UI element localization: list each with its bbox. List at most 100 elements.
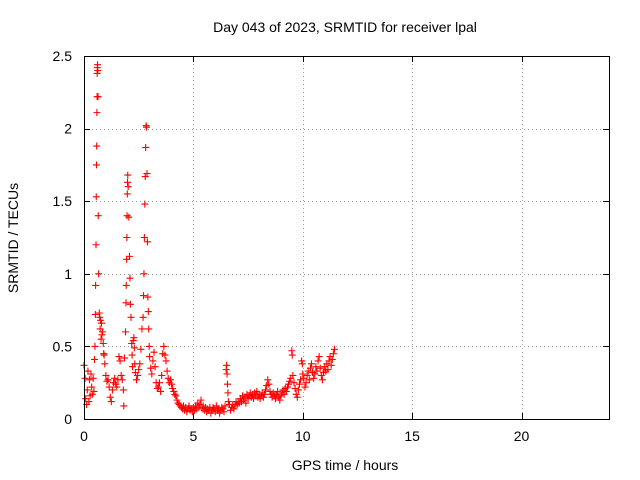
- data-point: [313, 367, 321, 375]
- data-point: [327, 361, 335, 369]
- data-point: [266, 387, 274, 395]
- data-point: [144, 293, 152, 301]
- y-tick-label: 0.5: [53, 338, 73, 354]
- data-point: [282, 387, 290, 395]
- data-point: [269, 389, 277, 397]
- data-point: [303, 371, 311, 379]
- data-point: [124, 171, 132, 179]
- data-point: [134, 371, 142, 379]
- data-point: [92, 161, 100, 169]
- data-point: [92, 281, 100, 289]
- data-point: [216, 409, 224, 417]
- data-point: [85, 398, 93, 406]
- data-point: [139, 313, 147, 321]
- data-point: [95, 270, 103, 278]
- data-point: [143, 170, 151, 178]
- data-point: [168, 380, 175, 388]
- data-point: [101, 360, 109, 368]
- data-point: [294, 386, 302, 394]
- data-point: [100, 351, 108, 359]
- data-point: [144, 308, 152, 316]
- data-point: [166, 376, 174, 384]
- data-point: [295, 380, 303, 388]
- data-point: [308, 360, 315, 368]
- data-point: [120, 402, 128, 410]
- data-point: [298, 360, 306, 368]
- data-point: [286, 377, 294, 385]
- data-points: [80, 61, 338, 417]
- data-point: [288, 351, 296, 359]
- data-point: [97, 335, 105, 343]
- data-point: [277, 392, 285, 400]
- data-point: [140, 292, 147, 300]
- y-tick-label: 0: [64, 411, 72, 427]
- data-point: [324, 366, 332, 374]
- data-point: [172, 392, 180, 400]
- data-point: [97, 316, 105, 324]
- data-point: [149, 357, 157, 365]
- y-axis-label: SRMTID / TECUs: [5, 183, 21, 293]
- data-point: [105, 383, 113, 391]
- data-point: [128, 351, 136, 359]
- data-point: [113, 383, 121, 391]
- data-point: [142, 143, 150, 151]
- data-point: [230, 405, 238, 413]
- data-point: [271, 395, 279, 403]
- data-point: [276, 396, 284, 404]
- data-point: [220, 408, 228, 416]
- data-point: [141, 173, 149, 181]
- data-point: [84, 367, 92, 375]
- chart-title: Day 043 of 2023, SRMTID for receiver lpa…: [213, 19, 477, 35]
- data-point: [325, 357, 333, 365]
- data-point: [292, 390, 300, 398]
- data-point: [260, 390, 268, 398]
- data-point: [133, 376, 140, 384]
- data-point: [264, 376, 272, 384]
- data-point: [318, 376, 326, 384]
- data-point: [289, 371, 297, 379]
- data-point: [145, 325, 153, 333]
- data-point: [91, 342, 99, 350]
- data-point: [126, 300, 134, 308]
- data-point: [99, 339, 107, 347]
- data-point: [94, 212, 102, 220]
- data-point: [306, 364, 314, 372]
- data-point: [91, 310, 99, 318]
- data-point: [310, 374, 318, 382]
- data-point: [256, 395, 264, 403]
- x-tick-label: 5: [189, 428, 197, 444]
- data-point: [285, 380, 293, 388]
- data-point: [87, 370, 95, 378]
- data-point: [140, 270, 148, 278]
- data-point: [223, 370, 231, 378]
- data-point: [290, 379, 298, 387]
- data-point: [148, 370, 156, 378]
- data-point: [140, 234, 148, 241]
- data-point: [88, 390, 96, 398]
- data-point: [145, 342, 153, 350]
- x-tick-label: 10: [295, 428, 311, 444]
- data-point: [104, 376, 112, 384]
- data-point: [123, 234, 131, 241]
- x-tick-label: 0: [80, 428, 88, 444]
- data-point: [157, 387, 165, 395]
- y-tick-label: 1: [64, 266, 72, 282]
- data-point: [111, 374, 119, 382]
- data-point: [227, 406, 235, 414]
- data-point: [173, 396, 181, 404]
- data-point: [218, 403, 226, 411]
- data-point: [299, 370, 307, 378]
- data-point: [115, 353, 123, 361]
- data-point: [81, 374, 89, 382]
- data-point: [312, 363, 320, 371]
- data-point: [106, 393, 114, 401]
- data-point: [135, 366, 143, 374]
- data-point: [274, 387, 282, 395]
- x-axis-label: GPS time / hours: [292, 457, 399, 473]
- data-point: [224, 398, 232, 406]
- data-point: [283, 383, 291, 391]
- data-point: [302, 379, 310, 387]
- data-point: [162, 357, 170, 365]
- data-point: [128, 339, 136, 347]
- data-point: [98, 319, 105, 327]
